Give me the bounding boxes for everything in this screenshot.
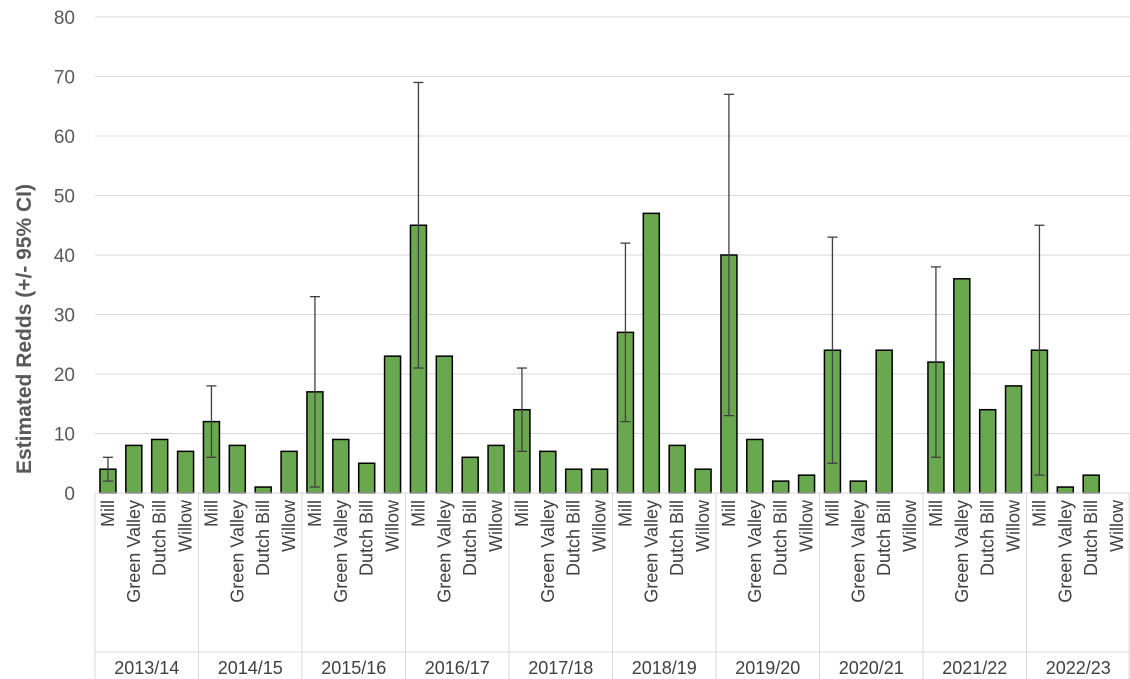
season-label: 2020/21	[839, 658, 904, 678]
bar	[564, 468, 583, 494]
y-axis-ticks: 0 10 20 30 40 50 60 70 80	[54, 8, 75, 505]
stream-label: Green Valley	[331, 500, 351, 603]
stream-label: Willow	[797, 499, 817, 552]
y-tick-label: 80	[54, 8, 75, 29]
bar	[668, 444, 686, 494]
stream-label: Mill	[822, 500, 842, 527]
bar	[590, 468, 609, 494]
bar	[875, 349, 893, 494]
bar	[125, 444, 143, 494]
season-label: 2019/20	[735, 658, 800, 678]
bar	[383, 355, 402, 494]
stream-label: Dutch Bill	[978, 500, 998, 576]
y-tick-label: 10	[54, 425, 75, 446]
bar	[771, 480, 790, 494]
bar	[332, 438, 350, 494]
stream-label: Mill	[615, 500, 635, 527]
stream-label: Willow	[1107, 499, 1127, 552]
y-tick-label: 30	[54, 306, 75, 327]
y-tick-label: 20	[54, 365, 75, 386]
bar	[280, 450, 298, 494]
stream-label: Green Valley	[1055, 500, 1075, 603]
x-axis	[94, 492, 1130, 679]
season-label: 2017/18	[528, 658, 593, 678]
season-label: 2016/17	[425, 658, 490, 678]
season-labels: 2013/14 2014/15 2015/16 2016/17 2017/18 2018/…	[114, 658, 1111, 678]
stream-label: Willow	[693, 499, 713, 552]
bar	[435, 355, 454, 494]
stream-label: Willow	[279, 499, 299, 552]
y-tick-label: 0	[64, 484, 75, 505]
bar	[461, 456, 479, 494]
stream-label: Mill	[512, 500, 532, 527]
stream-label: Green Valley	[641, 500, 661, 603]
stream-label: Mill	[719, 500, 739, 527]
y-tick-label: 60	[54, 127, 75, 148]
stream-label: Willow	[900, 499, 920, 552]
stream-label: Dutch Bill	[771, 500, 791, 576]
y-tick-label: 40	[54, 246, 75, 267]
y-axis-title: Estimated Redds (+/- 95% CI)	[13, 184, 36, 474]
season-label: 2013/14	[114, 658, 179, 678]
bar	[487, 444, 505, 494]
stream-label: Dutch Bill	[150, 500, 170, 576]
bar	[746, 438, 764, 494]
stream-label: Green Valley	[227, 500, 247, 603]
stream-label: Mill	[305, 500, 325, 527]
bar	[254, 486, 272, 494]
stream-label: Mill	[98, 500, 118, 527]
gridlines	[95, 16, 1130, 434]
error-bars	[102, 81, 1045, 488]
season-label: 2021/22	[942, 658, 1007, 678]
stream-label: Mill	[926, 500, 946, 527]
stream-label: Willow	[486, 499, 506, 552]
y-tick-label: 50	[54, 187, 75, 208]
stream-label: Green Valley	[434, 500, 454, 603]
bar	[978, 408, 997, 494]
season-label: 2022/23	[1046, 658, 1111, 678]
stream-label: Dutch Bill	[460, 500, 480, 576]
bar	[953, 278, 971, 494]
stream-label: Green Valley	[952, 500, 972, 603]
bar	[150, 438, 169, 494]
stream-labels: Mill Green Valley Dutch Bill Willow Mill Gree…	[98, 499, 1127, 603]
bar	[642, 212, 661, 494]
stream-label: Willow	[383, 499, 403, 552]
season-label: 2018/19	[632, 658, 697, 678]
stream-label: Green Valley	[745, 500, 765, 603]
stream-label: Dutch Bill	[357, 500, 377, 576]
y-tick-label: 70	[54, 68, 75, 89]
bar	[694, 468, 712, 494]
stream-label: Mill	[201, 500, 221, 527]
stream-label: Mill	[1029, 500, 1049, 527]
stream-label: Dutch Bill	[1081, 500, 1101, 576]
stream-label: Mill	[408, 500, 428, 527]
stream-label: Green Valley	[848, 500, 868, 603]
stream-label: Willow	[1004, 499, 1024, 552]
bar	[1082, 474, 1100, 494]
bar	[1004, 385, 1023, 494]
bar	[357, 462, 376, 494]
stream-label: Green Valley	[538, 500, 558, 603]
bar	[849, 480, 868, 494]
season-label: 2014/15	[218, 658, 283, 678]
stream-label: Dutch Bill	[253, 500, 273, 576]
bar	[1056, 486, 1075, 494]
bar	[176, 450, 195, 494]
stream-label: Dutch Bill	[874, 500, 894, 576]
bar	[228, 444, 247, 494]
stream-label: Green Valley	[124, 500, 144, 603]
stream-label: Dutch Bill	[564, 500, 584, 576]
season-label: 2015/16	[321, 658, 386, 678]
bar	[539, 450, 557, 494]
stream-label: Willow	[590, 499, 610, 552]
stream-label: Willow	[176, 499, 196, 552]
bar	[797, 474, 816, 494]
stream-label: Dutch Bill	[667, 500, 687, 576]
